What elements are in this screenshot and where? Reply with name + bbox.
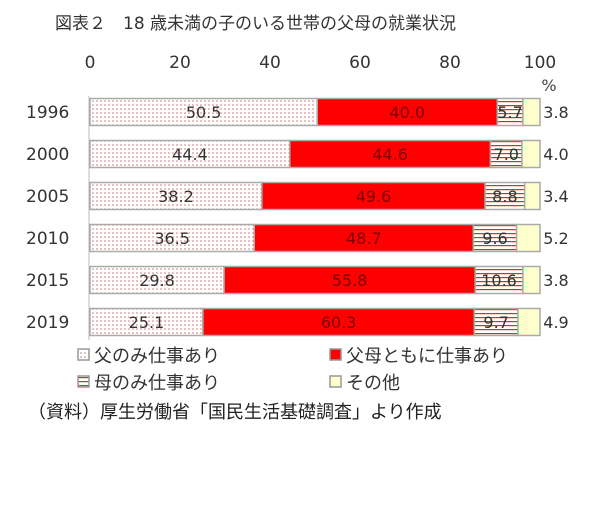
data-label: 40.0 xyxy=(389,103,425,122)
category-label: 2019 xyxy=(26,313,69,333)
bar-segment xyxy=(496,97,524,127)
bar-segment xyxy=(473,307,519,337)
data-label: 3.8 xyxy=(543,103,568,122)
category-label: 2005 xyxy=(26,187,69,207)
data-label: 9.7 xyxy=(483,313,508,332)
data-label: 38.2 xyxy=(158,187,194,206)
data-label: 9.6 xyxy=(482,229,507,248)
legend-label: 父母ともに仕事あり xyxy=(346,346,508,367)
legend-swatch xyxy=(77,348,90,361)
data-label: 48.7 xyxy=(346,229,382,248)
legend-swatch xyxy=(329,375,342,388)
data-label: 55.8 xyxy=(332,271,368,290)
data-label: 3.8 xyxy=(543,271,568,290)
x-tick-label: 80 xyxy=(439,53,461,73)
stacked-bar-chart: 図表２ 18 歳未満の子のいる世帯の父母の就業状況 0 20 40 60 80 100 %… xyxy=(26,14,569,394)
data-label: 60.3 xyxy=(321,313,357,332)
data-label: 49.6 xyxy=(356,187,392,206)
data-label: 44.6 xyxy=(372,145,408,164)
data-label: 7.0 xyxy=(494,145,519,164)
chart-title: 図表２ 18 歳未満の子のいる世帯の父母の就業状況 xyxy=(55,14,456,34)
data-label: 4.9 xyxy=(543,313,568,332)
unit-label: % xyxy=(541,76,556,95)
x-tick-label: 20 xyxy=(169,53,191,73)
category-label: 2010 xyxy=(26,229,69,249)
x-tick-label: 0 xyxy=(85,53,96,73)
legend-swatch xyxy=(329,348,342,361)
bar-segment xyxy=(515,223,541,253)
source-note: （資料）厚生労働省「国民生活基礎調査」より作成 xyxy=(28,402,442,423)
data-label: 8.8 xyxy=(492,187,517,206)
bar-segment xyxy=(202,307,476,337)
legend-swatch xyxy=(77,375,90,388)
legend-label: 父のみ仕事あり xyxy=(94,346,220,367)
data-label: 44.4 xyxy=(172,145,208,164)
bar-segment xyxy=(253,223,475,253)
data-label: 4.0 xyxy=(543,145,568,164)
x-tick-label: 60 xyxy=(349,53,371,73)
bar-segment xyxy=(484,181,526,211)
bar-segment xyxy=(89,307,204,337)
legend-label: 母のみ仕事あり xyxy=(94,373,220,394)
bar-segment xyxy=(474,265,524,295)
data-label: 5.2 xyxy=(543,229,568,248)
bar-segment xyxy=(316,97,498,127)
bar-segment xyxy=(517,307,541,337)
data-label: 50.5 xyxy=(186,103,222,122)
legend-label: その他 xyxy=(346,373,400,394)
data-label: 10.6 xyxy=(481,271,517,290)
data-label: 25.1 xyxy=(129,313,165,332)
bar-segment xyxy=(223,265,476,295)
bar-segment xyxy=(523,181,541,211)
data-label: 3.4 xyxy=(543,187,568,206)
category-label: 2015 xyxy=(26,271,69,291)
bar-segment xyxy=(89,265,225,295)
data-label: 36.5 xyxy=(154,229,190,248)
bar-segment xyxy=(522,265,541,295)
bar-segment xyxy=(89,223,255,253)
bar-segment xyxy=(522,97,541,127)
x-tick-label: 100 xyxy=(524,53,556,73)
data-label: 29.8 xyxy=(139,271,175,290)
category-label: 1996 xyxy=(26,103,69,123)
x-tick-label: 40 xyxy=(259,53,281,73)
data-label: 5.7 xyxy=(497,103,522,122)
bar-segment xyxy=(521,139,541,169)
category-label: 2000 xyxy=(26,145,69,165)
